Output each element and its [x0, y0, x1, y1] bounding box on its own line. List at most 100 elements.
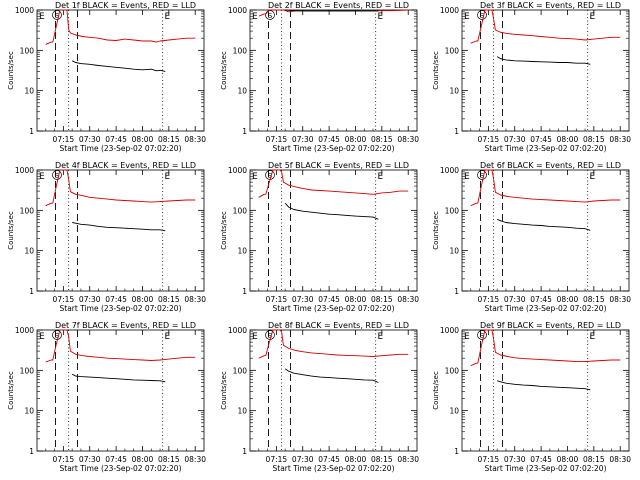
x-tick-label: 08:30 — [184, 455, 206, 464]
x-tick-label: 07:45 — [105, 135, 127, 144]
x-tick-label: 08:00 — [557, 135, 579, 144]
marker-e-left: E — [39, 12, 45, 22]
x-tick-label: 07:45 — [530, 455, 552, 464]
y-tick-label: 1000 — [440, 6, 459, 15]
y-tick-label: 1 — [242, 127, 247, 136]
y-tick-label: 1000 — [15, 6, 34, 15]
y-axis-label: Counts/sec — [220, 371, 228, 410]
marker-s-circle — [52, 170, 62, 180]
y-axis-label: Counts/sec — [7, 51, 15, 90]
panel-title: Det 9f BLACK = Events, RED = LLD — [480, 321, 621, 330]
black-series-line — [285, 9, 379, 12]
plot-frame — [461, 169, 630, 292]
x-tick-label: 08:15 — [158, 135, 180, 144]
x-tick-label: 07:15 — [53, 295, 75, 304]
detector-panel-8: Det 8f BLACK = Events, RED = LLD 1 10 100 10… — [220, 321, 419, 473]
x-tick-label: 07:30 — [292, 135, 314, 144]
x-tick-label: 08:15 — [583, 455, 605, 464]
black-series-line — [72, 60, 166, 72]
x-tick-label: 08:30 — [184, 295, 206, 304]
x-tick-label: 07:45 — [105, 455, 127, 464]
panel-title: Det 3f BLACK = Events, RED = LLD — [480, 1, 621, 10]
x-tick-label: 07:15 — [53, 135, 75, 144]
y-tick-label: 10 — [449, 87, 459, 96]
panel-title: Det 1f BLACK = Events, RED = LLD — [55, 1, 196, 10]
detector-panel-5: Det 5f BLACK = Events, RED = LLD 1 10 100 10… — [220, 161, 419, 313]
y-tick-label: 1 — [242, 287, 247, 296]
marker-s: S — [55, 12, 60, 20]
y-tick-label: 100 — [445, 46, 460, 55]
y-tick-label: 1000 — [228, 326, 247, 335]
x-tick-label: 07:15 — [478, 295, 500, 304]
plot-frame — [36, 9, 205, 132]
x-axis-label: Start Time (23-Sep-02 07:02:20) — [273, 144, 395, 153]
detector-panel-3: Det 3f BLACK = Events, RED = LLD 1 10 100 10… — [432, 1, 631, 153]
panel-title: Det 7f BLACK = Events, RED = LLD — [55, 321, 196, 330]
x-tick-label: 07:45 — [318, 295, 340, 304]
marker-e-right: E — [589, 332, 595, 342]
y-tick-label: 10 — [24, 407, 34, 416]
x-axis-label: Start Time (23-Sep-02 07:02:20) — [485, 464, 607, 473]
marker-s-circle — [477, 10, 487, 20]
x-axis-label: Start Time (23-Sep-02 07:02:20) — [273, 304, 395, 313]
marker-s-circle — [265, 10, 275, 20]
red-series-line — [470, 9, 621, 44]
x-tick-label: 08:15 — [158, 455, 180, 464]
marker-e-left: E — [464, 172, 470, 182]
marker-e-left: E — [39, 332, 45, 342]
marker-e-right: E — [164, 172, 170, 182]
marker-e-left: E — [464, 12, 470, 22]
x-tick-label: 08:00 — [345, 135, 367, 144]
marker-e-right: E — [589, 12, 595, 22]
plot-frame — [36, 329, 205, 452]
x-tick-label: 07:45 — [530, 135, 552, 144]
y-tick-label: 100 — [445, 206, 460, 215]
y-tick-label: 1000 — [228, 6, 247, 15]
marker-s: S — [55, 332, 60, 340]
y-tick-label: 1 — [29, 127, 34, 136]
x-tick-label: 07:45 — [318, 135, 340, 144]
x-tick-label: 07:15 — [53, 455, 75, 464]
marker-e-left: E — [464, 332, 470, 342]
x-tick-label: 08:00 — [345, 295, 367, 304]
marker-e-right: E — [377, 12, 383, 22]
marker-e-left: E — [252, 332, 258, 342]
y-tick-label: 10 — [449, 407, 459, 416]
marker-e-right: E — [377, 172, 383, 182]
x-axis-label: Start Time (23-Sep-02 07:02:20) — [60, 144, 182, 153]
marker-s: S — [268, 12, 273, 20]
x-tick-label: 07:15 — [266, 135, 288, 144]
y-tick-label: 1 — [454, 447, 459, 456]
x-axis-label: Start Time (23-Sep-02 07:02:20) — [60, 304, 182, 313]
detector-panel-7: Det 7f BLACK = Events, RED = LLD 1 10 100 10… — [7, 321, 206, 473]
marker-e-right: E — [377, 332, 383, 342]
y-tick-label: 1 — [29, 447, 34, 456]
x-axis-label: Start Time (23-Sep-02 07:02:20) — [485, 304, 607, 313]
x-tick-label: 08:15 — [583, 135, 605, 144]
marker-e-left: E — [252, 172, 258, 182]
y-tick-label: 100 — [233, 206, 248, 215]
marker-e-right: E — [164, 12, 170, 22]
black-series-line — [497, 218, 591, 231]
black-series-line — [71, 373, 166, 383]
red-series-line — [45, 9, 196, 45]
x-tick-label: 08:30 — [397, 135, 419, 144]
black-series-line — [284, 368, 379, 383]
marker-s: S — [480, 332, 485, 340]
x-tick-label: 07:30 — [79, 135, 101, 144]
x-tick-label: 08:15 — [371, 135, 393, 144]
y-tick-label: 1000 — [15, 166, 34, 175]
y-axis-label: Counts/sec — [7, 371, 15, 410]
y-tick-label: 1000 — [440, 326, 459, 335]
x-tick-label: 08:00 — [132, 295, 154, 304]
y-tick-label: 100 — [20, 46, 35, 55]
black-series-line — [496, 56, 591, 65]
x-axis-label: Start Time (23-Sep-02 07:02:20) — [485, 144, 607, 153]
plot-frame — [249, 169, 418, 292]
y-axis-label: Counts/sec — [220, 51, 228, 90]
y-tick-label: 1000 — [228, 166, 247, 175]
y-tick-label: 100 — [445, 366, 460, 375]
marker-s-circle — [52, 10, 62, 20]
x-tick-label: 08:30 — [184, 135, 206, 144]
